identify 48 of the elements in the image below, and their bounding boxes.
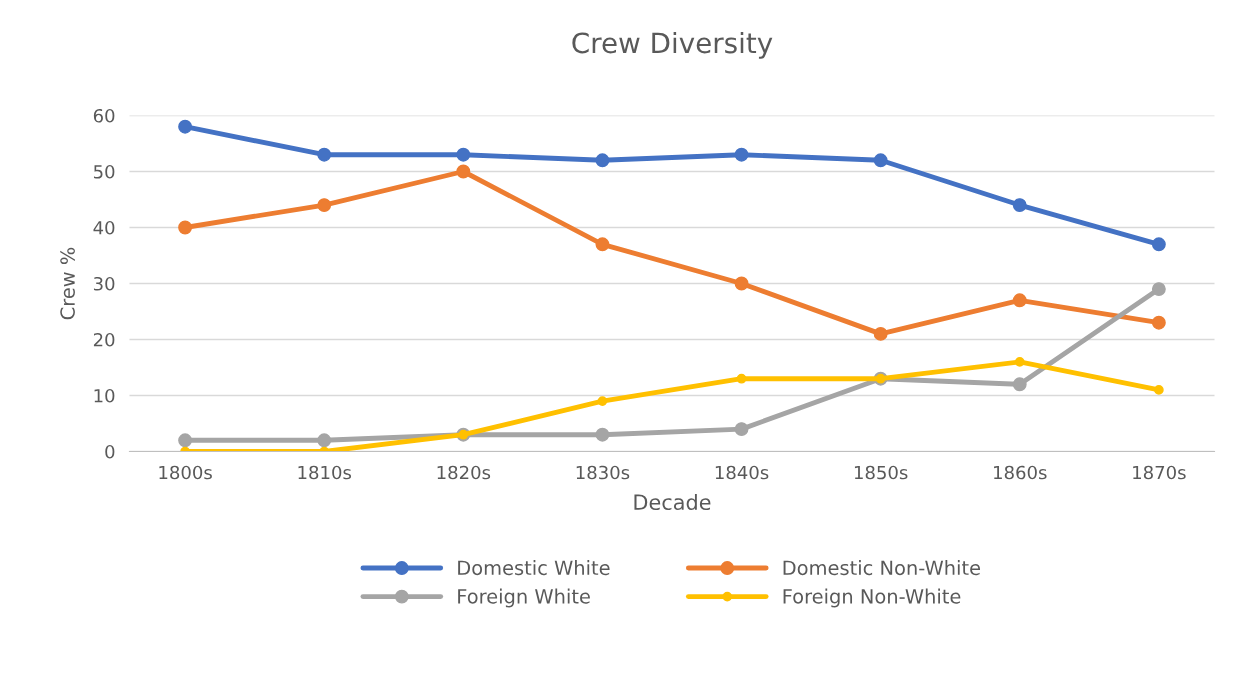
x-tick-label: 1860s — [994, 465, 1047, 480]
point — [178, 220, 193, 235]
point — [595, 237, 610, 252]
x-axis-title: Decade — [634, 493, 711, 511]
point — [736, 373, 747, 384]
point — [873, 153, 888, 168]
y-tick-label: 10 — [94, 388, 115, 403]
point — [1151, 315, 1166, 330]
chart-title: Crew Diversity — [572, 31, 773, 59]
legend-label: Foreign White — [458, 588, 590, 608]
point — [1151, 282, 1166, 297]
y-axis-title: Crew % — [60, 247, 75, 320]
point — [1012, 293, 1027, 308]
point — [734, 276, 749, 291]
x-tick-label: 1810s — [298, 465, 352, 480]
y-tick-label: 0 — [105, 444, 115, 459]
point — [734, 422, 749, 437]
point — [317, 147, 332, 162]
legend-label: Domestic White — [458, 560, 610, 576]
y-tick-label: 30 — [93, 276, 115, 291]
point — [178, 119, 193, 134]
x-tick-label: 1800s — [159, 465, 212, 480]
point — [317, 198, 332, 213]
x-tick-label: 1840s — [715, 465, 769, 480]
point — [597, 396, 608, 406]
x-tick-label: 1850s — [854, 465, 908, 480]
y-tick-label: 60 — [93, 108, 115, 123]
legend-label: Foreign Non-White — [783, 588, 961, 608]
point — [1154, 385, 1164, 395]
point — [456, 164, 471, 179]
y-tick-label: 20 — [93, 332, 115, 347]
point — [1012, 198, 1027, 213]
point — [456, 147, 471, 162]
y-tick-label: 50 — [93, 164, 115, 179]
point — [595, 427, 610, 442]
point — [734, 147, 749, 162]
point — [1012, 377, 1027, 392]
point — [1151, 237, 1166, 252]
point — [873, 326, 888, 341]
y-tick-label: 40 — [93, 220, 115, 235]
point — [317, 433, 332, 448]
x-tick-label: 1870s — [1133, 465, 1186, 480]
legend-label: Domestic Non-White — [783, 560, 981, 576]
x-tick-label: 1820s — [437, 465, 491, 480]
x-tick-label: 1830s — [576, 465, 630, 480]
point — [178, 433, 193, 448]
point — [595, 153, 610, 168]
point — [1014, 357, 1025, 367]
